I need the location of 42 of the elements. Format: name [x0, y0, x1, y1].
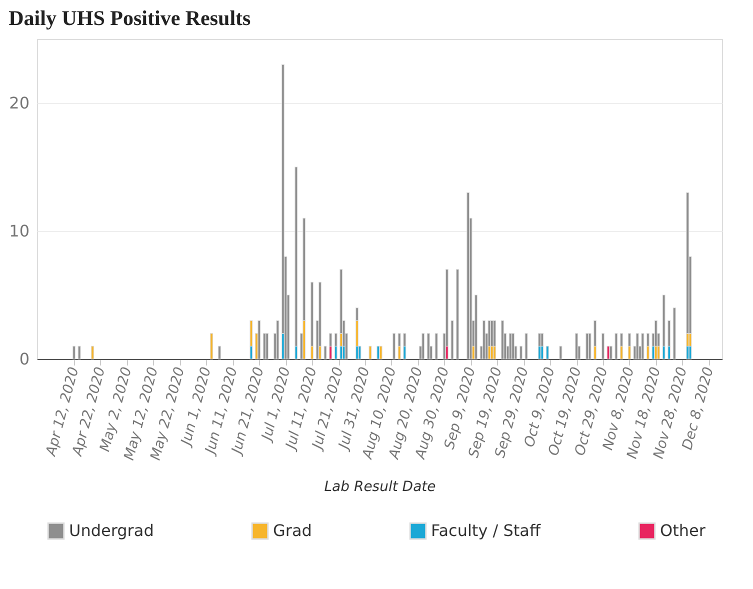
x-axis-title: Lab Result Date	[324, 478, 436, 495]
bar	[559, 346, 562, 360]
bar	[266, 333, 269, 360]
bar	[474, 294, 478, 360]
bar	[575, 333, 578, 360]
y-tick-label: 20	[9, 94, 30, 112]
bar	[456, 269, 460, 360]
bar	[636, 333, 639, 360]
legend-label: Faculty / Staff	[431, 521, 542, 540]
bar	[392, 333, 396, 360]
bar	[72, 346, 76, 360]
bar	[641, 333, 644, 360]
bar	[376, 346, 380, 360]
bar	[606, 346, 610, 360]
bar	[422, 333, 425, 360]
bar	[78, 346, 81, 360]
chart-title: Daily UHS Positive Results	[8, 6, 251, 30]
bar	[512, 333, 515, 360]
bar	[450, 320, 454, 360]
bar	[258, 320, 261, 360]
legend-label: Grad	[273, 521, 312, 540]
bar	[434, 333, 438, 360]
bar	[218, 346, 221, 360]
bar	[546, 346, 549, 360]
bar	[210, 333, 214, 360]
bar	[91, 346, 94, 360]
bar	[324, 346, 327, 360]
bar	[672, 308, 676, 360]
y-tick-label: 10	[9, 222, 30, 240]
bar	[426, 333, 430, 360]
y-tick-label: 0	[19, 350, 30, 368]
bar	[276, 320, 280, 360]
legend-label: Other	[660, 521, 706, 540]
bar	[614, 333, 618, 360]
bar	[379, 346, 382, 360]
bar	[588, 333, 592, 360]
bar	[609, 346, 612, 360]
legend-label: Undergrad	[69, 521, 154, 540]
bar	[601, 333, 604, 360]
bar	[519, 346, 522, 360]
bar	[368, 346, 372, 360]
bar	[524, 333, 528, 360]
